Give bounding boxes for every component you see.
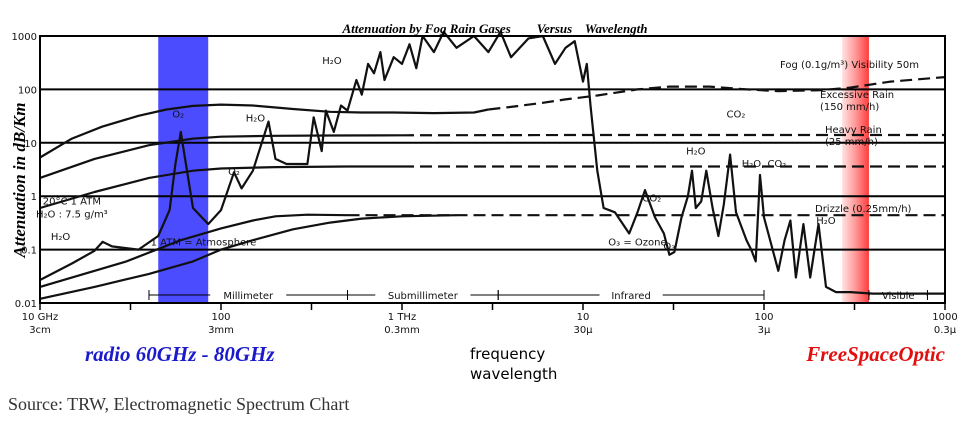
y-tick-label: 1 — [31, 192, 37, 203]
y-tick-label: 100 — [18, 85, 37, 96]
x-tick-label: 100 — [211, 312, 230, 323]
annotation: H₂O — [322, 56, 342, 67]
annotation: O₃ = Ozone — [608, 237, 666, 248]
wavelength-label: wavelength — [470, 365, 557, 383]
band-label: Submillimeter — [388, 291, 459, 302]
x-tick-label: 10 GHz — [22, 312, 58, 323]
annotation: H₂O — [51, 232, 71, 243]
y-axis-label: Attenuation in dB/Km — [10, 103, 29, 259]
annotation: H₂O — [816, 216, 836, 227]
x-tick-label: 1000 — [932, 312, 957, 323]
x-wave-label: 0.3μ — [934, 325, 957, 336]
chart-title: Attenuation by Fog Rain Gases Versus Wav… — [341, 21, 647, 36]
source-caption: Source: TRW, Electromagnetic Spectrum Ch… — [8, 394, 349, 414]
annotation: O₂ — [228, 167, 240, 178]
x-wave-label: 30μ — [573, 325, 593, 336]
y-tick-label: 0.01 — [15, 299, 37, 310]
annotation: O₂ — [172, 109, 184, 120]
y-tick-label: 1000 — [12, 32, 37, 43]
series-label-1: Excessive Rain — [820, 90, 894, 101]
x-wave-label: 3μ — [758, 325, 771, 336]
series-label-sub-1: (150 mm/h) — [820, 102, 879, 113]
annotation: 1 ATM = Atmosphere — [151, 237, 257, 248]
annotation: CO₂ — [642, 193, 661, 204]
series-label-0: Fog (0.1g/m³) Visibility 50m — [780, 60, 919, 71]
radio-band-label: radio 60GHz - 80GHz — [85, 342, 275, 366]
highlight-band-1 — [842, 36, 869, 303]
x-wave-label: 3mm — [208, 325, 234, 336]
annotation: CO₂ — [727, 109, 746, 120]
x-tick-label: 1 THz — [388, 312, 416, 323]
frequency-label: frequency — [470, 345, 545, 363]
band-label: Visible — [882, 291, 915, 302]
x-wave-label: 0.3mm — [384, 325, 419, 336]
fso-band-label: FreeSpaceOptic — [805, 342, 945, 366]
series-label-2: Heavy Rain — [825, 125, 882, 136]
annotation: 20°C 1 ATM — [43, 196, 101, 207]
annotation: H₂O, CO₂ — [742, 159, 787, 170]
series-label-3: Drizzle (0.25mm/h) — [815, 204, 912, 215]
band-label: Millimeter — [223, 291, 274, 302]
x-tick-label: 10 — [577, 312, 590, 323]
annotation: H₂O — [246, 114, 266, 125]
x-wave-label: 3cm — [29, 325, 51, 336]
band-label: Infrared — [611, 291, 650, 302]
annotation: H₂O : 7.5 g/m³ — [36, 209, 108, 220]
annotation: H₂O — [686, 147, 706, 158]
x-tick-label: 100 — [754, 312, 773, 323]
series-label-sub-2: (25 mm/h) — [825, 137, 878, 148]
